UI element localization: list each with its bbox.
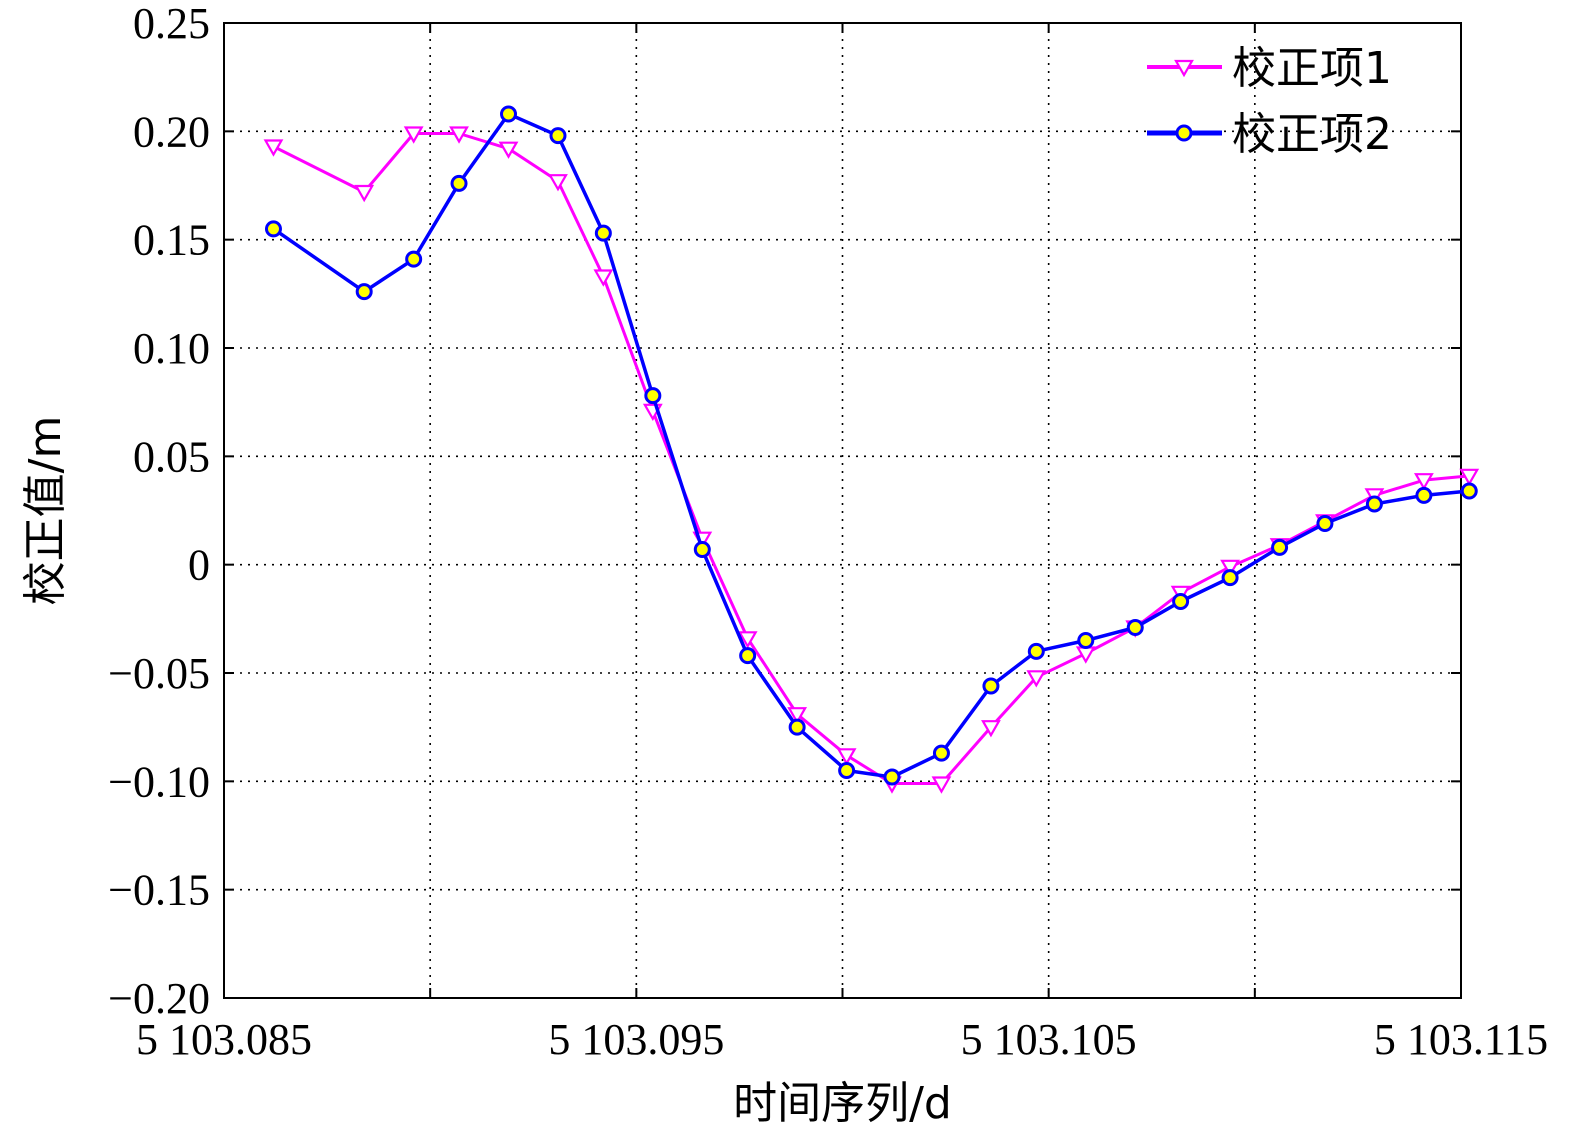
data-point xyxy=(838,762,856,779)
plot-frame xyxy=(223,22,1462,999)
y-tick-label: 0.05 xyxy=(133,432,210,481)
data-point xyxy=(500,105,518,123)
legend-label-series-2: 校正项2 xyxy=(1232,109,1392,160)
series-lines xyxy=(263,105,1480,794)
x-axis-label: 时间序列/d xyxy=(733,1078,952,1129)
data-point xyxy=(548,174,568,192)
legend-marker-series-1 xyxy=(1174,59,1194,78)
data-point xyxy=(787,707,808,725)
data-point xyxy=(549,127,567,145)
y-tick-label: 0.20 xyxy=(133,107,210,156)
data-point xyxy=(403,126,424,144)
data-point xyxy=(264,220,282,238)
data-point xyxy=(981,720,1001,738)
data-point xyxy=(693,541,711,558)
data-point xyxy=(594,224,612,242)
data-point xyxy=(405,250,423,268)
data-point xyxy=(788,718,806,736)
data-point xyxy=(1413,473,1434,491)
data-point xyxy=(737,631,758,649)
data-point xyxy=(1271,538,1289,556)
data-point xyxy=(739,647,757,665)
series-2 xyxy=(264,105,1478,786)
data-point xyxy=(1075,646,1096,664)
x-tick-label: 5 103.095 xyxy=(548,1015,724,1064)
data-point xyxy=(1415,486,1433,504)
data-point xyxy=(836,748,857,766)
y-tick-label: −0.05 xyxy=(108,649,210,698)
legend-label-series-1: 校正项1 xyxy=(1232,43,1392,94)
data-point xyxy=(1365,495,1383,513)
y-tick-label: −0.10 xyxy=(108,757,210,806)
data-point xyxy=(644,387,662,405)
y-tick-label: −0.20 xyxy=(108,974,210,1023)
y-tick-label: 0 xyxy=(188,541,210,590)
grid-lines xyxy=(224,23,1461,998)
data-point xyxy=(1126,619,1144,636)
data-point xyxy=(593,269,614,287)
data-point xyxy=(355,283,373,301)
y-tick-label: 0.25 xyxy=(133,0,210,48)
data-point xyxy=(982,677,1000,695)
legend-marker-series-2 xyxy=(1175,124,1193,142)
data-point xyxy=(498,141,519,159)
x-tick-label: 5 103.115 xyxy=(1374,1015,1548,1064)
x-tick-label: 5 103.085 xyxy=(136,1015,312,1064)
data-point xyxy=(1220,559,1240,578)
y-axis-label: 校正值/m xyxy=(20,416,71,606)
data-point xyxy=(1027,642,1045,660)
data-point xyxy=(883,768,901,786)
data-point xyxy=(354,184,375,203)
data-point xyxy=(449,126,469,144)
data-point xyxy=(1026,670,1047,688)
y-tick-label: 0.15 xyxy=(133,216,210,265)
data-point xyxy=(450,174,468,192)
data-point xyxy=(1172,593,1190,610)
y-tick-label: −0.15 xyxy=(108,866,210,915)
data-point xyxy=(263,139,284,157)
legend: 校正项1 校正项2 xyxy=(1147,43,1392,160)
series-1 xyxy=(263,126,1480,794)
y-tick-label: 0.10 xyxy=(133,324,210,373)
data-point xyxy=(1174,59,1194,78)
series-line xyxy=(272,132,1470,785)
data-point xyxy=(932,744,950,762)
data-point xyxy=(1459,468,1480,487)
data-point xyxy=(1077,632,1095,649)
data-point xyxy=(1316,515,1334,532)
series-line xyxy=(272,112,1470,779)
data-point xyxy=(1221,569,1239,587)
data-point xyxy=(931,776,952,794)
data-point xyxy=(1460,482,1478,500)
axis-ticks: −0.20 −0.15 −0.10 −0.05 0 0.05 0.10 0.15 0.20 0.2… xyxy=(108,0,1548,1064)
data-point xyxy=(1175,124,1193,142)
x-tick-label: 5 103.105 xyxy=(961,1015,1137,1064)
